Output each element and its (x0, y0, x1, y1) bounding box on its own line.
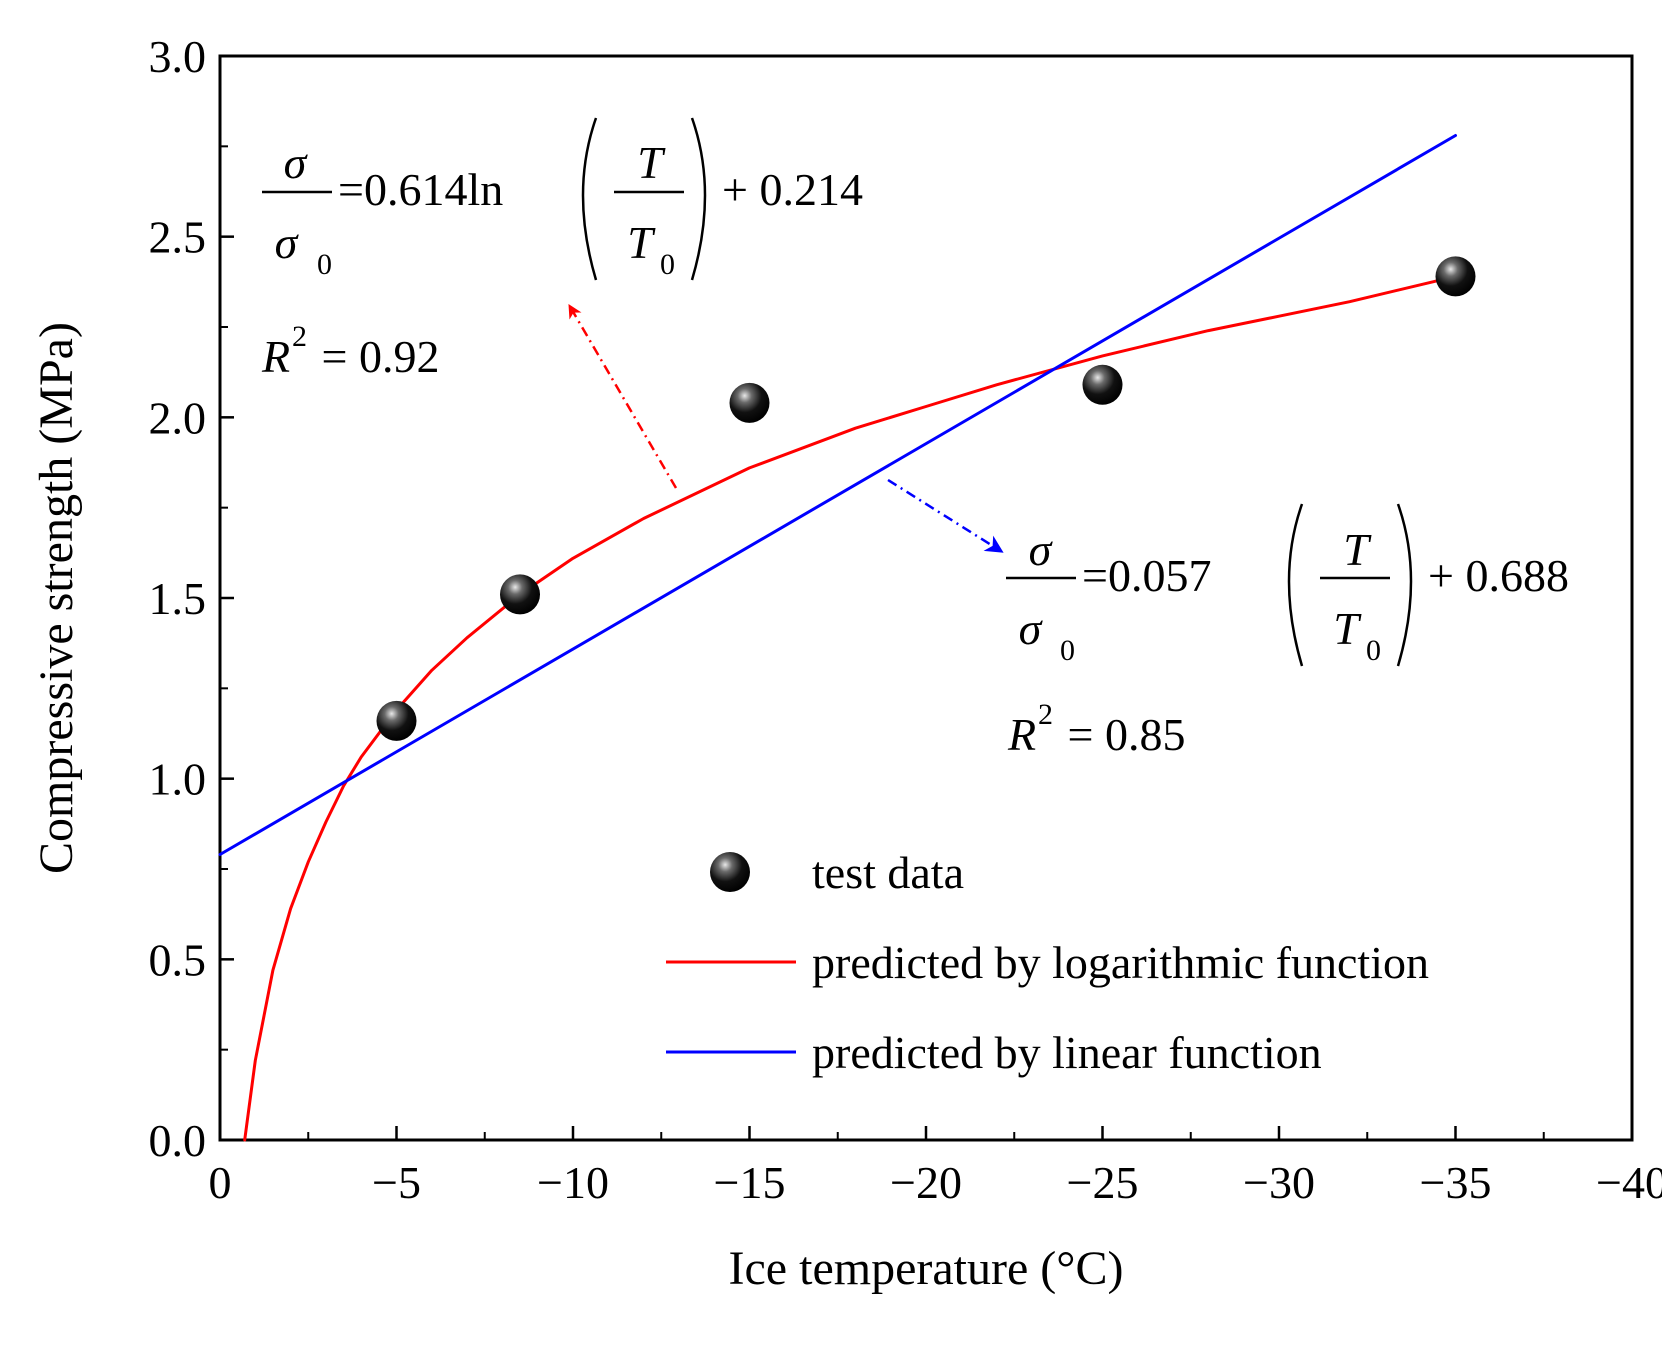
svg-text:2: 2 (1038, 698, 1053, 731)
svg-text:T: T (1343, 524, 1372, 575)
x-tick-label: −5 (372, 1157, 421, 1208)
legend-label-log: predicted by logarithmic function (812, 937, 1429, 988)
legend: test data predicted by logarithmic funct… (666, 847, 1429, 1078)
x-axis-title: Ice temperature (°C) (729, 1242, 1124, 1295)
svg-text:+ 0.688: + 0.688 (1428, 550, 1569, 601)
svg-text:=0.057: =0.057 (1082, 550, 1211, 601)
x-tick-label: −10 (537, 1157, 609, 1208)
svg-text:=0.614ln: =0.614ln (338, 164, 503, 215)
svg-text:R: R (1007, 709, 1036, 760)
svg-text:σ: σ (284, 137, 309, 188)
y-tick-label: 1.5 (149, 573, 207, 624)
svg-text:σ: σ (1029, 524, 1054, 575)
legend-label-test-data: test data (812, 847, 964, 898)
data-point (500, 574, 540, 615)
x-tick-label: −25 (1067, 1157, 1139, 1208)
y-tick-label: 2.5 (149, 212, 207, 263)
svg-text:T: T (627, 217, 656, 268)
y-tick-label: 3.0 (149, 31, 207, 82)
svg-text:T: T (637, 137, 666, 188)
y-tick-label: 2.0 (149, 392, 207, 443)
svg-text:R: R (261, 331, 290, 382)
linear-equation: σ σ 0 =0.057 T T 0 + 0.688 R 2 = 0.85 (1006, 503, 1569, 760)
data-point (376, 700, 417, 741)
svg-text:= 0.85: = 0.85 (1056, 709, 1185, 760)
svg-text:0: 0 (660, 248, 675, 281)
x-tick-label: −15 (714, 1157, 786, 1208)
x-tick-label: −20 (890, 1157, 962, 1208)
y-axis-title: Compressive strength (MPa) (30, 322, 83, 874)
y-tick-label: 0.5 (149, 934, 207, 985)
svg-text:= 0.92: = 0.92 (310, 331, 439, 382)
svg-text:0: 0 (317, 248, 332, 281)
svg-text:σ: σ (1019, 603, 1044, 654)
data-point (1435, 256, 1476, 297)
x-tick-label: −35 (1420, 1157, 1492, 1208)
y-tick-label: 0.0 (149, 1115, 207, 1166)
svg-text:σ: σ (275, 217, 300, 268)
svg-text:2: 2 (292, 320, 307, 353)
svg-text:+ 0.214: + 0.214 (722, 164, 863, 215)
x-tick-label: −40 (1596, 1157, 1662, 1208)
series-lines (218, 134, 1457, 1142)
series-points (376, 256, 1476, 741)
series-line-predicted-by-logarithmic-function (243, 274, 1457, 1142)
legend-label-linear: predicted by linear function (812, 1027, 1322, 1078)
svg-text:0: 0 (1060, 634, 1075, 667)
x-tick-label: −30 (1243, 1157, 1315, 1208)
x-tick-label: 0 (209, 1157, 232, 1208)
data-point (1082, 364, 1123, 405)
log-equation: σ σ 0 =0.614ln T T 0 + 0.214 R 2 = 0.92 (261, 117, 863, 382)
series-line-predicted-by-linear-function (218, 134, 1457, 856)
log-eq-arrow (568, 303, 678, 489)
svg-text:T: T (1333, 603, 1362, 654)
lin-eq-arrow (887, 478, 1004, 553)
svg-text:0: 0 (1366, 634, 1381, 667)
data-point (729, 382, 770, 423)
x-axis: 0 −5 −10 −15 −20 −25 −30 −35 −40 (209, 1126, 1662, 1208)
y-axis: 0.0 0.5 1.0 1.5 2.0 2.5 3.0 (149, 31, 234, 1166)
y-tick-label: 1.0 (149, 754, 207, 805)
legend-marker-test-data (710, 852, 750, 892)
